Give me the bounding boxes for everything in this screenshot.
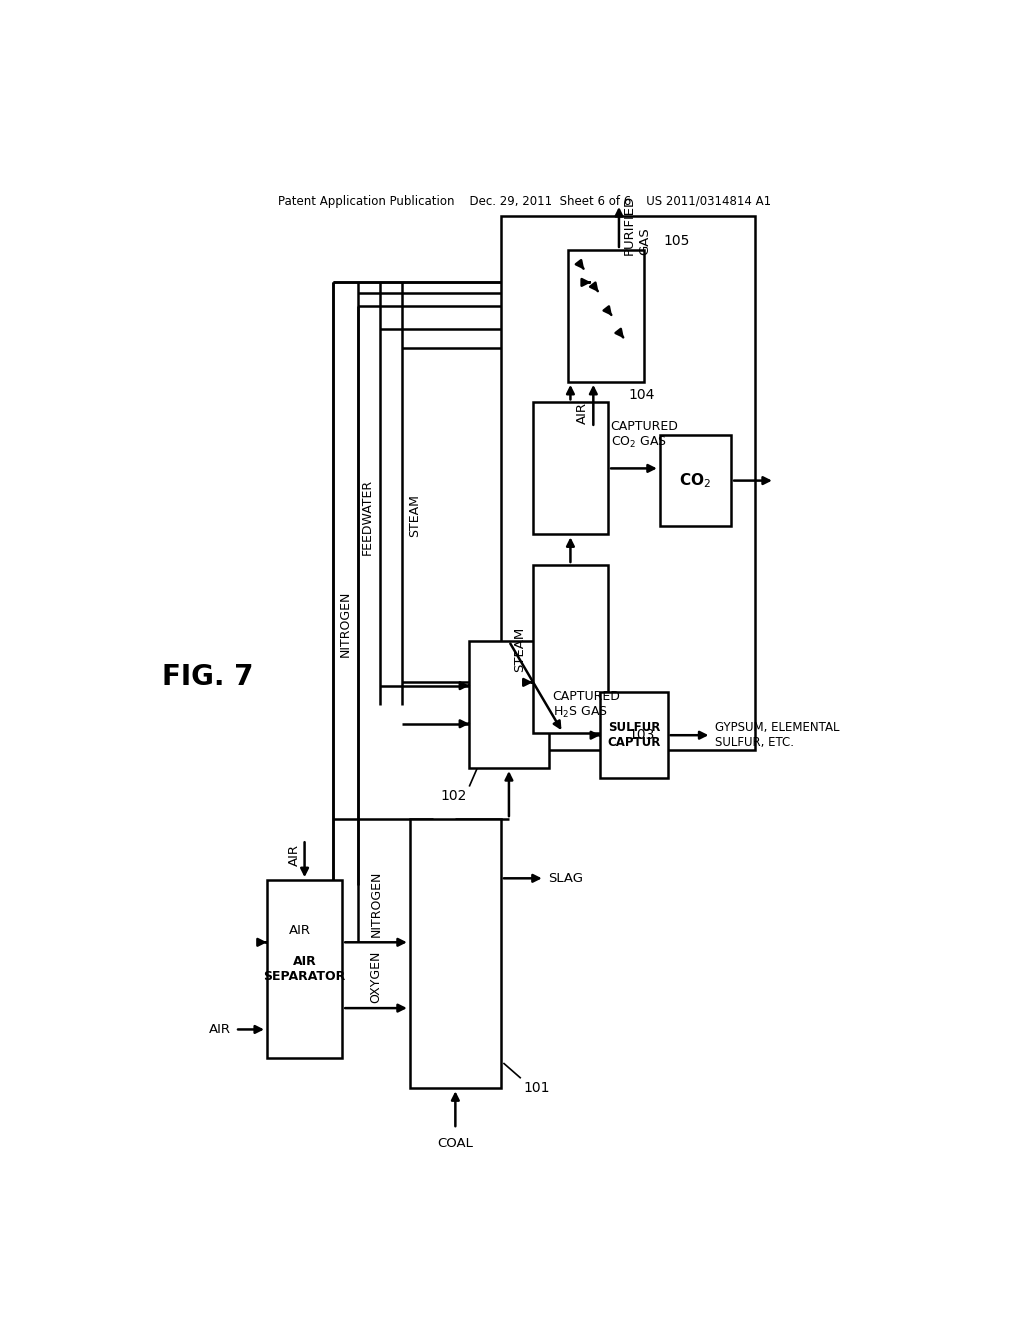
Text: Patent Application Publication    Dec. 29, 2011  Sheet 6 of 6    US 2011/0314814: Patent Application Publication Dec. 29, …	[279, 194, 771, 207]
FancyBboxPatch shape	[568, 249, 644, 381]
Text: 102: 102	[440, 788, 467, 803]
Text: AIR: AIR	[209, 1023, 231, 1036]
Text: FEEDWATER: FEEDWATER	[361, 479, 374, 554]
Text: AIR
SEPARATOR: AIR SEPARATOR	[263, 954, 346, 983]
Text: OXYGEN: OXYGEN	[370, 950, 383, 1003]
Text: PURIFIED
GAS: PURIFIED GAS	[623, 194, 651, 255]
Text: SLAG: SLAG	[549, 871, 584, 884]
FancyBboxPatch shape	[501, 216, 755, 750]
Text: 101: 101	[523, 1081, 550, 1096]
FancyBboxPatch shape	[267, 880, 342, 1057]
Text: 103: 103	[628, 727, 654, 742]
Text: COAL: COAL	[437, 1138, 473, 1150]
FancyBboxPatch shape	[469, 642, 549, 768]
Text: CAPTURED
CO$_2$ GAS: CAPTURED CO$_2$ GAS	[610, 420, 678, 450]
Text: 105: 105	[664, 234, 690, 248]
Text: AIR: AIR	[577, 401, 590, 424]
Text: AIR: AIR	[288, 843, 301, 866]
FancyBboxPatch shape	[410, 818, 501, 1089]
Text: CAPTURED
H$_2$S GAS: CAPTURED H$_2$S GAS	[553, 689, 621, 719]
FancyBboxPatch shape	[659, 434, 731, 527]
FancyBboxPatch shape	[532, 403, 608, 535]
Text: NITROGEN: NITROGEN	[370, 871, 383, 937]
Text: FIG. 7: FIG. 7	[162, 663, 253, 690]
Text: 104: 104	[628, 388, 654, 403]
Text: SULFUR
CAPTUR: SULFUR CAPTUR	[607, 721, 660, 750]
Text: GYPSUM, ELEMENTAL
SULFUR, ETC.: GYPSUM, ELEMENTAL SULFUR, ETC.	[715, 721, 840, 750]
Text: STEAM: STEAM	[409, 494, 421, 537]
Text: STEAM: STEAM	[513, 627, 526, 672]
Text: CO$_2$: CO$_2$	[680, 471, 712, 490]
Text: AIR: AIR	[289, 924, 311, 937]
FancyBboxPatch shape	[532, 565, 608, 733]
Text: NITROGEN: NITROGEN	[339, 591, 352, 657]
FancyBboxPatch shape	[600, 692, 668, 779]
